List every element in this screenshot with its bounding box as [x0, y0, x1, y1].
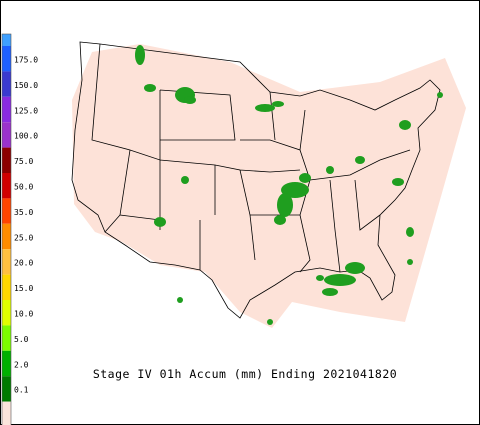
rain-area [324, 274, 356, 286]
colorbar-label: 35.0 [14, 208, 33, 217]
colorbar-swatch [2, 249, 11, 275]
state-lines [91, 43, 411, 273]
colorbar-swatch [2, 376, 11, 402]
colorbar-swatch [2, 300, 11, 326]
map [71, 41, 466, 328]
colorbar-swatch [2, 274, 11, 300]
rain-area [407, 259, 413, 265]
colorbar-swatch [2, 34, 11, 47]
colorbar-label: 25.0 [14, 233, 33, 242]
rain-area [135, 45, 145, 65]
rain-area [274, 215, 286, 225]
colorbar: 175.0 150.0 125.0 100.0 75.0 50.0 35.0 25.0 20.0… [1, 33, 38, 425]
colorbar-swatch [2, 122, 11, 148]
colorbar-label: 10.0 [14, 309, 33, 318]
rain-area [144, 84, 156, 92]
rain-area [322, 288, 338, 296]
rain-area [255, 104, 275, 112]
rain-area [177, 297, 183, 303]
colorbar-swatch [2, 401, 11, 425]
rain-area [392, 178, 404, 186]
colorbar-swatch [2, 223, 11, 250]
precipitation [135, 45, 443, 325]
colorbar-label: 50.0 [14, 182, 33, 191]
rain-area [316, 275, 324, 281]
colorbar-swatch [2, 46, 11, 72]
rain-area [355, 156, 365, 164]
caption: Stage IV 01h Accum (mm) Ending 202104182… [93, 367, 397, 381]
colorbar-label: 150.0 [14, 81, 38, 90]
colorbar-label: 125.0 [14, 106, 38, 115]
colorbar-label: 5.0 [14, 335, 29, 344]
analysis-domain [72, 44, 466, 328]
colorbar-swatch [2, 350, 11, 377]
colorbar-label: 2.0 [14, 360, 29, 369]
rain-area [399, 120, 411, 130]
colorbar-label: 20.0 [14, 259, 33, 268]
rain-area [299, 173, 311, 183]
colorbar-swatch [2, 173, 11, 199]
rain-area [184, 96, 196, 104]
rain-area [277, 193, 293, 217]
rain-area [267, 319, 273, 325]
colorbar-label: 0.1 [14, 386, 29, 395]
colorbar-swatch [2, 198, 11, 224]
rain-area [154, 217, 166, 227]
colorbar-swatch [2, 147, 11, 173]
colorbar-swatch [2, 325, 11, 351]
rain-area [272, 101, 284, 107]
rain-area [406, 227, 414, 237]
colorbar-label: 175.0 [14, 55, 38, 64]
rain-area [181, 176, 189, 184]
colorbar-frame [1, 33, 12, 425]
colorbar-label: 100.0 [14, 132, 38, 141]
colorbar-label: 15.0 [14, 284, 33, 293]
colorbar-swatch [2, 96, 11, 123]
rain-area [437, 92, 443, 98]
rain-area [345, 262, 365, 274]
colorbar-swatch [2, 71, 11, 97]
rain-area [326, 166, 334, 174]
us-outline [71, 41, 441, 319]
colorbar-label: 75.0 [14, 157, 33, 166]
